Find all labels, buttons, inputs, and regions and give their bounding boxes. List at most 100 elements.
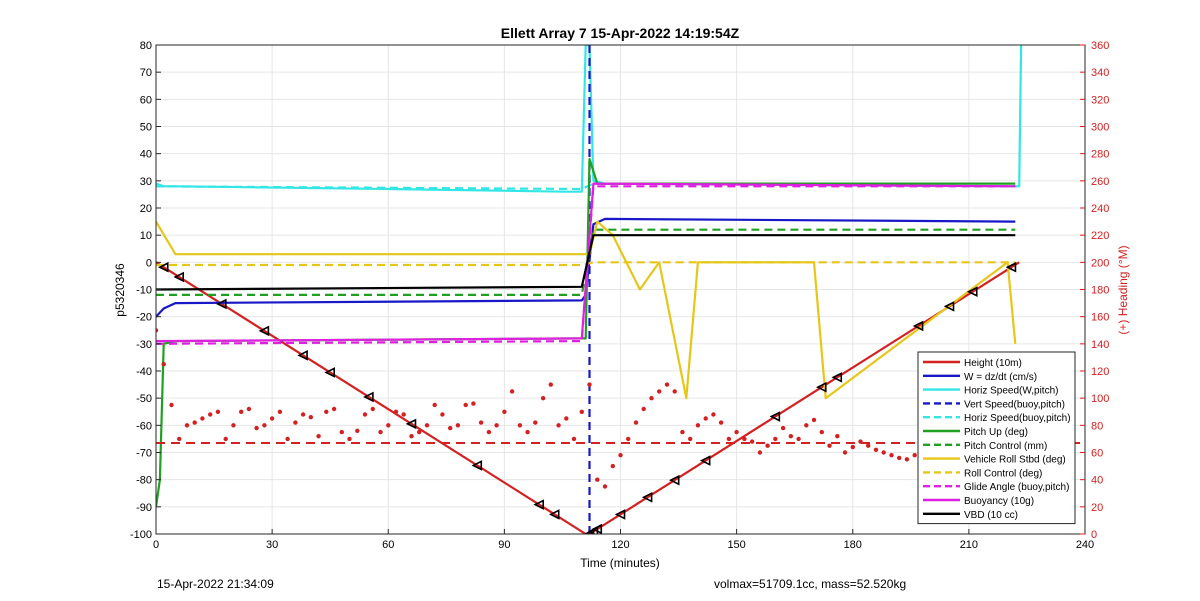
height-marker (831, 372, 843, 383)
heading-point (169, 402, 174, 408)
y-tick-label: -60 (136, 420, 152, 432)
heading-point (897, 455, 902, 461)
heading-point (811, 417, 817, 423)
heading-point (602, 484, 608, 489)
heading-point (742, 436, 747, 442)
heading-point (873, 447, 879, 452)
y-tick-label: 10 (140, 230, 152, 242)
legend-label: VBD (10 cc) (964, 510, 1018, 521)
height-marker (591, 523, 603, 534)
heading-point (448, 425, 453, 431)
heading-point (827, 443, 832, 448)
y-axis-right-label: (+) Heading (°M) (1116, 245, 1130, 334)
legend-label: Vert Speed(buoy,pitch) (964, 399, 1065, 410)
series-height-10m-line (156, 261, 1020, 534)
y-axis-label: p5320346 (113, 263, 127, 317)
y-right-tick-label: 160 (1091, 312, 1109, 324)
legend-box (917, 351, 1076, 525)
heading-point (788, 434, 793, 439)
heading-point (804, 423, 809, 428)
heading-point (208, 412, 213, 417)
heading-point (633, 420, 639, 425)
heading-point (773, 436, 778, 442)
height-marker (173, 271, 185, 283)
heading-point (649, 396, 654, 401)
heading-point (881, 450, 886, 455)
legend: Height (10m) W = dz/dt (cm/s) Horiz Speed(… (917, 351, 1076, 525)
height-marker (769, 411, 781, 422)
y-right-tick-label: 100 (1091, 393, 1109, 405)
y-tick-label: 40 (140, 149, 152, 161)
y-tick-label: 60 (140, 94, 152, 106)
heading-point (540, 396, 546, 401)
heading-point (471, 401, 476, 406)
series-w-dz-dt-cm-s-line (156, 217, 1016, 318)
x-axis-label: Time (minutes) (580, 556, 660, 570)
heading-point (300, 412, 306, 417)
heading-point (703, 416, 708, 421)
y-right-tick-label: 360 (1091, 40, 1109, 52)
marker-layer (157, 261, 1017, 534)
heading-point (850, 444, 855, 450)
heading-point (432, 402, 437, 408)
height-marker (324, 367, 335, 378)
height-marker (471, 460, 483, 471)
heading-point (556, 423, 561, 428)
series-glide-angle-buoy-pitch-line (156, 185, 1016, 345)
height-marker (548, 509, 560, 520)
y-tick-label: -90 (136, 502, 152, 514)
heading-point (866, 443, 871, 448)
y-right-tick-label: 80 (1091, 420, 1103, 432)
heading-point (502, 409, 507, 414)
heading-point (610, 463, 615, 469)
heading-point (796, 436, 801, 442)
height-marker (363, 391, 374, 403)
heading-point (618, 453, 623, 458)
heading-point (355, 428, 360, 433)
heading-point (726, 436, 732, 442)
y-tick-label: 80 (140, 40, 152, 52)
y-tick-label: -80 (136, 475, 152, 487)
heading-point (595, 477, 600, 482)
heading-point (293, 420, 298, 425)
y-tick-label: -40 (136, 366, 152, 378)
heading-point (331, 406, 337, 412)
heading-point (757, 450, 763, 455)
heading-point (269, 416, 275, 421)
heading-point (324, 409, 329, 414)
heading-point (858, 439, 863, 444)
height-marker (966, 286, 978, 297)
x-tick-label: 210 (960, 539, 978, 551)
heading-point (362, 412, 368, 417)
legend-label: Horiz Speed(W,pitch) (964, 386, 1058, 397)
footer-timestamp: 15-Apr-2022 21:34:09 (157, 577, 274, 591)
heading-point (200, 416, 205, 421)
heading-point (734, 429, 739, 435)
y-right-tick-label: 220 (1091, 230, 1109, 242)
height-marker (157, 261, 169, 273)
heading-point (749, 439, 755, 444)
y-right-tick-label: 300 (1091, 122, 1109, 134)
heading-point (587, 382, 592, 387)
heading-point (494, 423, 499, 428)
x-axis: 0 30 60 90 120 150 180 210 240 (153, 529, 1094, 551)
heading-point (657, 389, 662, 394)
y-right-tick-label: 0 (1091, 529, 1097, 541)
x-tick-label: 30 (266, 539, 278, 551)
heading-point (819, 429, 824, 435)
heading-point (231, 423, 236, 428)
height-marker (943, 301, 955, 312)
y-tick-label: -30 (136, 339, 152, 351)
heading-point (246, 406, 252, 412)
legend-label: W = dz/dt (cm/s) (964, 372, 1037, 383)
heading-point (486, 429, 492, 435)
heading-point (347, 436, 352, 442)
heading-point (215, 409, 221, 414)
height-marker (815, 381, 827, 393)
heading-point (370, 406, 375, 412)
heading-point (641, 406, 646, 412)
heading-point (718, 420, 724, 425)
y-right-tick-label: 340 (1091, 67, 1109, 79)
y-axis-left: -100-90-80-70-60-50-40-30-20-10010203040… (130, 40, 161, 541)
heading-point (525, 429, 530, 435)
